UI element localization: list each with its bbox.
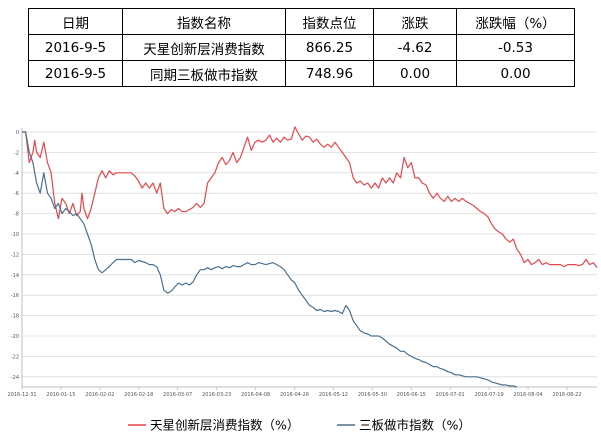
cell-change: -4.62 [373,34,457,61]
header-date: 日期 [28,8,123,35]
cell-change: 0.00 [373,60,457,87]
header-change: 涨跌 [373,8,457,35]
series-line-tianxing-consumer [22,126,598,269]
cell-date: 2016-9-5 [28,60,123,87]
cell-index-name: 天星创新层消费指数 [122,34,286,61]
x-tick-label: 2016-03-07 [163,392,192,398]
y-tick-label: -22 [11,354,19,360]
cell-change-pct: -0.53 [456,34,575,61]
legend-item-neeq-market-making: 三板做市指数（%） [359,418,471,433]
y-tick-label: -2 [14,150,19,156]
y-tick-label: -8 [14,212,19,218]
x-tick-label: 2016-12-31 [7,392,36,398]
x-tick-label: 2016-02-18 [124,392,153,398]
y-tick-label: -18 [11,314,19,320]
chart-axes: 0 -2 -4 -6 -8 -10 -12 -14 -16 -18 -20 -22 -24 2016-12… [7,128,597,398]
index-table: 日期 指数名称 指数点位 涨跌 涨跌幅（%） 2016-9-5 天星创新层消费指… [28,8,575,87]
x-tick-label: 2016-02-02 [85,392,114,398]
x-tick-label: 2016-03-23 [202,392,231,398]
chart-grid [22,131,597,378]
chart-legend: 天星创新层消费指数（%） 三板做市指数（%） [128,418,471,433]
x-tick-label: 2016-06-15 [397,392,426,398]
y-tick-label: -4 [14,171,19,177]
x-tick-label: 2016-07-19 [475,392,504,398]
y-tick-label: -24 [11,375,19,381]
header-index-name: 指数名称 [122,8,286,35]
chart-series [22,126,598,388]
series-line-neeq-market-making [22,131,518,388]
cell-change-pct: 0.00 [456,60,575,87]
cell-date: 2016-9-5 [28,34,123,61]
table-row: 2016-9-5 同期三板做市指数 748.96 0.00 0.00 [28,60,575,87]
cell-index-name: 同期三板做市指数 [122,60,286,87]
y-tick-label: 0 [16,130,19,136]
x-tick-label: 2016-07-01 [436,392,465,398]
y-tick-label: -6 [14,191,19,197]
y-tick-label: -12 [11,252,19,258]
cell-index-level: 866.25 [285,34,374,61]
y-tick-label: -14 [11,273,19,279]
x-tick-label: 2016-04-08 [241,392,270,398]
x-tick-label: 2016-05-30 [358,392,387,398]
y-tick-label: -16 [11,293,19,299]
x-tick-label: 2016-08-04 [514,392,543,398]
header-index-level: 指数点位 [285,8,374,35]
header-change-pct: 涨跌幅（%） [456,8,575,35]
index-performance-chart: 0 -2 -4 -6 -8 -10 -12 -14 -16 -18 -20 -22 -24 2016-12… [7,126,598,433]
x-tick-label: 2016-04-26 [280,392,309,398]
x-tick-label: 2016-01-15 [46,392,75,398]
x-tick-label: 2016-08-22 [552,392,581,398]
y-tick-label: -20 [11,334,19,340]
table-row: 2016-9-5 天星创新层消费指数 866.25 -4.62 -0.53 [28,34,575,61]
x-tick-label: 2016-05-12 [319,392,348,398]
y-tick-label: -10 [11,232,19,238]
legend-item-tianxing-consumer: 天星创新层消费指数（%） [150,418,299,433]
cell-index-level: 748.96 [285,60,374,87]
table-header-row: 日期 指数名称 指数点位 涨跌 涨跌幅（%） [28,8,575,35]
